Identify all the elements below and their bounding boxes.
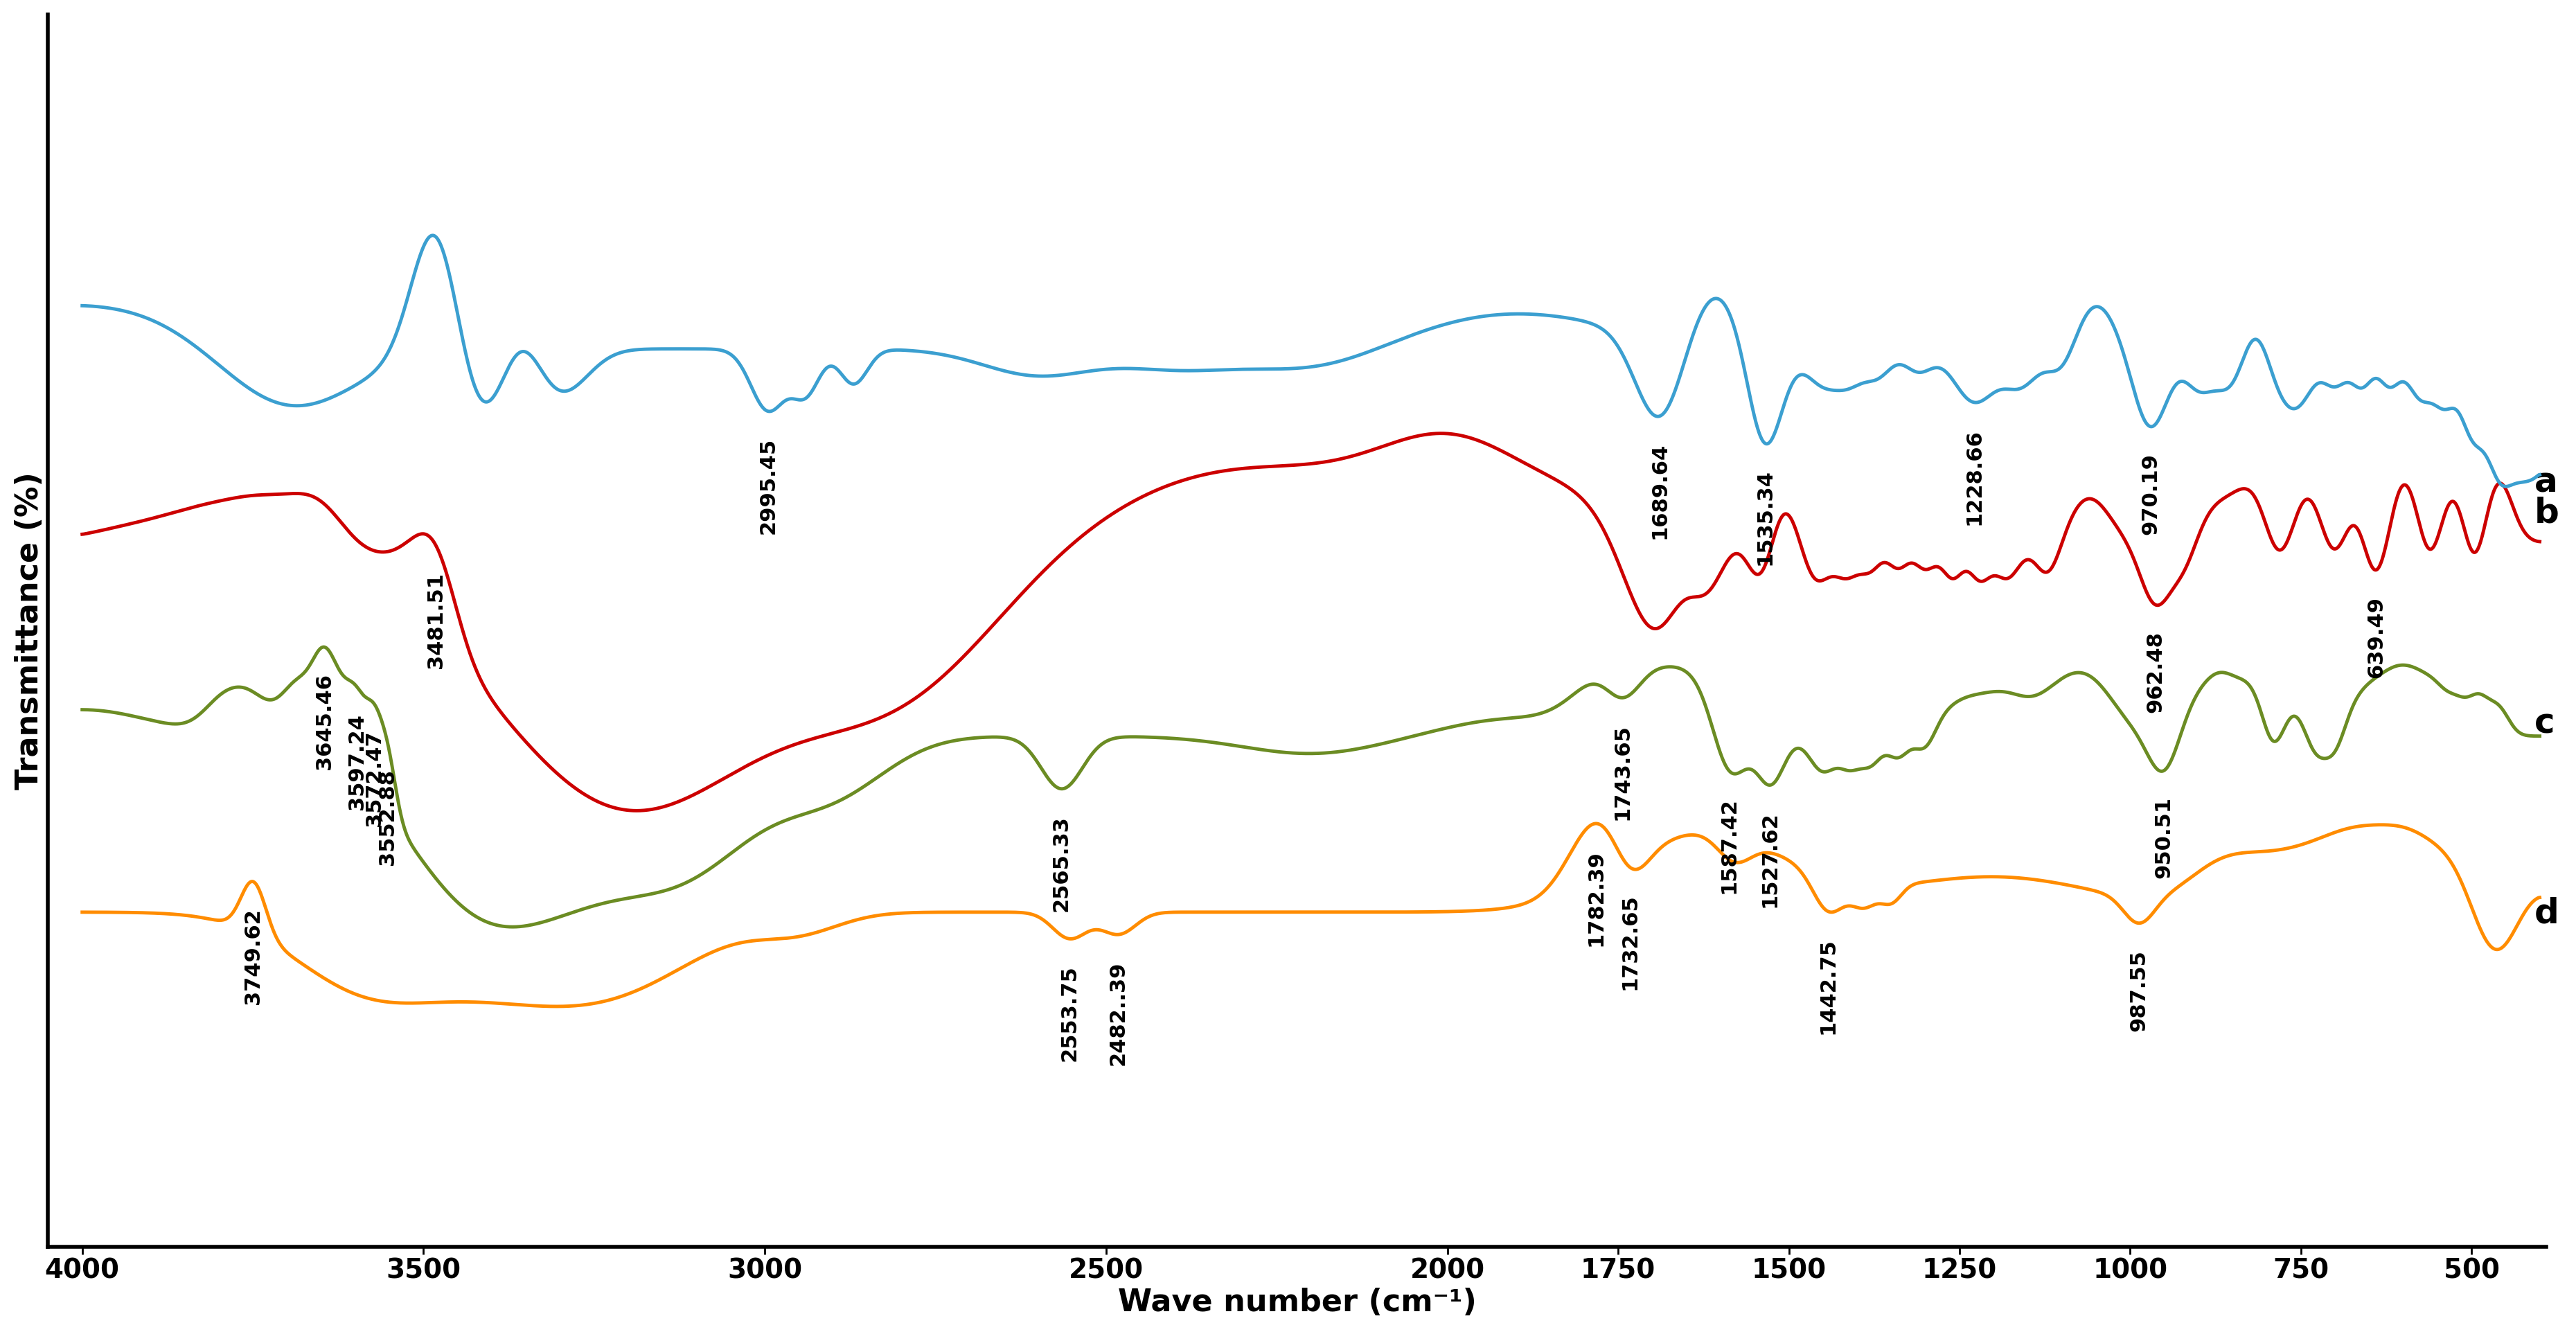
Text: 2482..39: 2482..39	[1108, 960, 1128, 1066]
Text: a: a	[2535, 466, 2558, 500]
Text: 3481.51: 3481.51	[425, 573, 446, 669]
Text: 970.19: 970.19	[2141, 453, 2161, 534]
Text: 2995.45: 2995.45	[757, 438, 778, 534]
Text: 1527.62: 1527.62	[1759, 811, 1780, 907]
Text: 3597.24: 3597.24	[348, 714, 368, 810]
Text: 962.48: 962.48	[2146, 631, 2166, 713]
Text: d: d	[2535, 896, 2558, 930]
Text: 1587.42: 1587.42	[1718, 797, 1739, 894]
Text: 3572.47: 3572.47	[363, 730, 384, 826]
Text: 1743.65: 1743.65	[1613, 725, 1633, 821]
Text: 1782.39: 1782.39	[1587, 850, 1605, 946]
Text: 1689.64: 1689.64	[1649, 442, 1669, 539]
Text: 3749.62: 3749.62	[242, 908, 263, 1004]
Text: 1732.65: 1732.65	[1620, 894, 1641, 990]
Text: 3645.46: 3645.46	[314, 674, 335, 770]
Text: b: b	[2535, 497, 2558, 530]
Text: 1442.75: 1442.75	[1819, 938, 1837, 1034]
Y-axis label: Transmittance (%): Transmittance (%)	[15, 472, 44, 790]
Text: c: c	[2535, 707, 2555, 741]
X-axis label: Wave number (cm⁻¹): Wave number (cm⁻¹)	[1118, 1288, 1476, 1317]
Text: 950.51: 950.51	[2154, 797, 2174, 879]
Text: 1228.66: 1228.66	[1963, 429, 1984, 525]
Text: 2553.75: 2553.75	[1059, 966, 1079, 1062]
Text: 639.49: 639.49	[2367, 597, 2385, 678]
Text: 1535.34: 1535.34	[1754, 469, 1775, 566]
Text: 987.55: 987.55	[2128, 950, 2148, 1031]
Text: 3552.88: 3552.88	[376, 769, 397, 864]
Text: 2565.33: 2565.33	[1051, 815, 1072, 911]
